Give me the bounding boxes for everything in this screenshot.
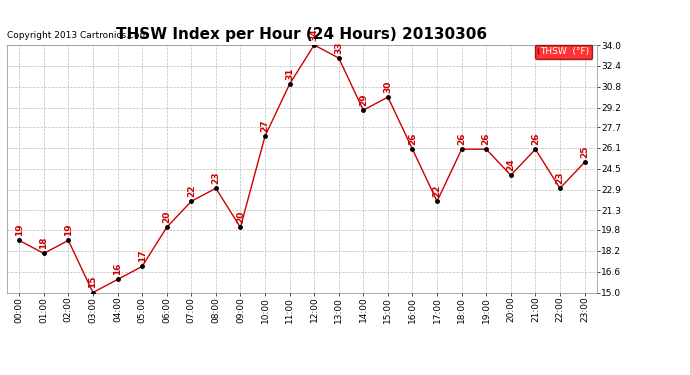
Text: 30: 30 [384,81,393,93]
Text: 19: 19 [14,224,23,236]
Text: 24: 24 [506,159,515,171]
Text: 31: 31 [285,68,294,80]
Text: 29: 29 [359,93,368,106]
Text: 26: 26 [531,132,540,145]
Text: 27: 27 [261,119,270,132]
Text: 33: 33 [334,41,343,54]
Text: 20: 20 [162,211,171,223]
Text: 15: 15 [88,276,97,288]
Text: 26: 26 [482,132,491,145]
Text: 22: 22 [433,184,442,197]
Text: 23: 23 [211,172,220,184]
Text: 26: 26 [408,132,417,145]
Legend: THSW  (°F): THSW (°F) [535,45,592,59]
Text: 22: 22 [187,184,196,197]
Text: 17: 17 [137,250,146,262]
Text: 20: 20 [236,211,245,223]
Text: 23: 23 [555,172,564,184]
Text: 25: 25 [580,146,589,158]
Text: 26: 26 [457,132,466,145]
Title: THSW Index per Hour (24 Hours) 20130306: THSW Index per Hour (24 Hours) 20130306 [117,27,487,42]
Text: Copyright 2013 Cartronics.com: Copyright 2013 Cartronics.com [7,31,148,40]
Text: 18: 18 [39,237,48,249]
Text: 16: 16 [113,263,122,275]
Text: 34: 34 [310,28,319,41]
Text: 19: 19 [64,224,73,236]
